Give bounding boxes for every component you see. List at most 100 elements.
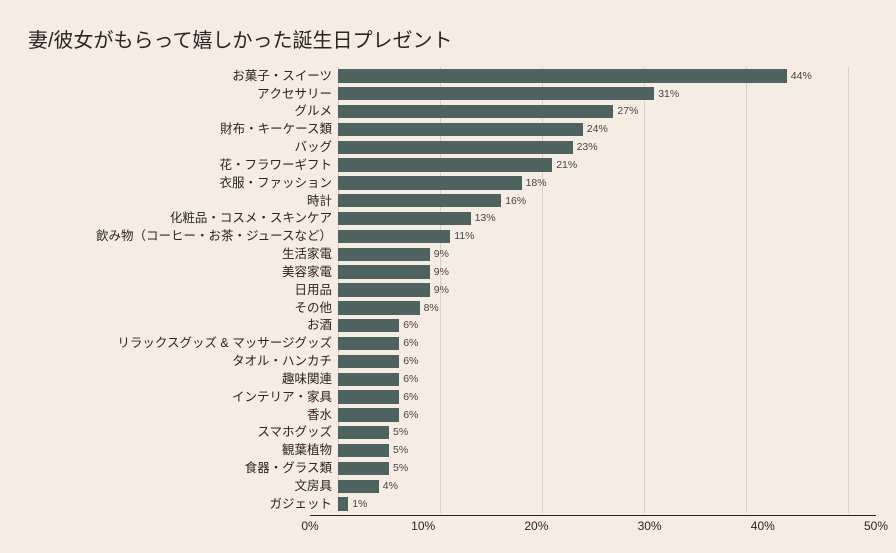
bar-category-label: 飲み物（コーヒー・お茶・ジュースなど） [96, 230, 338, 243]
bar [338, 123, 583, 136]
bar-category-label: 趣味関連 [282, 373, 338, 386]
x-axis-tick-label: 0% [301, 519, 318, 533]
bar-row: バッグ23% [338, 141, 848, 154]
bar-value-label: 5% [389, 463, 408, 474]
bar-value-label: 44% [787, 71, 812, 82]
bar-category-label: お酒 [307, 319, 338, 332]
bar-value-label: 9% [430, 267, 449, 278]
x-axis-line [310, 515, 876, 516]
bar [338, 462, 389, 475]
bar-category-label: 食器・グラス類 [245, 462, 338, 475]
bar-category-label: 日用品 [294, 284, 338, 297]
x-axis-tick-label: 50% [864, 519, 888, 533]
bar-category-label: タオル・ハンカチ [232, 355, 338, 368]
bar-category-label: ガジェット [269, 498, 338, 511]
bar-category-label: 衣服・ファッション [219, 177, 338, 190]
bar-row: 文房具4% [338, 480, 848, 493]
bar-value-label: 27% [613, 106, 638, 117]
bar-value-label: 23% [573, 142, 598, 153]
bar [338, 355, 399, 368]
bar [338, 497, 348, 510]
x-axis-tick-label: 20% [524, 519, 548, 533]
bar-value-label: 6% [399, 338, 418, 349]
bar [338, 158, 552, 171]
bar [338, 265, 430, 278]
bar [338, 444, 389, 457]
plot-area: お菓子・スイーツ44%アクセサリー31%グルメ27%財布・キーケース類24%バッ… [338, 67, 848, 513]
bar [338, 69, 787, 82]
bar-row: 衣服・ファッション18% [338, 176, 848, 189]
bar-row: 観葉植物5% [338, 444, 848, 457]
bar [338, 283, 430, 296]
bar-row: グルメ27% [338, 105, 848, 118]
bar-row: 生活家電9% [338, 248, 848, 261]
bar-row: 香水6% [338, 408, 848, 421]
bar-value-label: 6% [399, 374, 418, 385]
bar-category-label: 財布・キーケース類 [220, 123, 338, 136]
bars-group: お菓子・スイーツ44%アクセサリー31%グルメ27%財布・キーケース類24%バッ… [338, 67, 848, 513]
bar-row: お酒6% [338, 319, 848, 332]
bar-value-label: 9% [430, 249, 449, 260]
bar-category-label: スマホグッズ [257, 426, 338, 439]
bar-value-label: 16% [501, 196, 526, 207]
bar-row: お菓子・スイーツ44% [338, 69, 848, 82]
bar-category-label: 時計 [307, 195, 338, 208]
bar [338, 480, 379, 493]
bar-row: 化粧品・コスメ・スキンケア13% [338, 212, 848, 225]
bar [338, 194, 501, 207]
bar-value-label: 6% [399, 320, 418, 331]
bar-category-label: 観葉植物 [282, 444, 338, 457]
bar-row: 飲み物（コーヒー・お茶・ジュースなど）11% [338, 230, 848, 243]
bar-value-label: 11% [450, 231, 474, 242]
bar-value-label: 9% [430, 285, 449, 296]
bar-category-label: バッグ [294, 141, 338, 154]
bar-row: 食器・グラス類5% [338, 462, 848, 475]
bar-row: その他8% [338, 301, 848, 314]
bar [338, 337, 399, 350]
bar-category-label: 花・フラワーギフト [219, 159, 338, 172]
x-axis-tick-label: 30% [638, 519, 662, 533]
bar [338, 408, 399, 421]
bar-value-label: 6% [399, 410, 418, 421]
bar-category-label: 香水 [307, 409, 338, 422]
bar-value-label: 1% [348, 499, 367, 510]
bar-value-label: 8% [420, 303, 439, 314]
bar-value-label: 24% [583, 124, 608, 135]
x-axis-tick-label: 10% [411, 519, 435, 533]
bar [338, 141, 573, 154]
bar-value-label: 5% [389, 427, 408, 438]
bar-category-label: その他 [294, 302, 338, 315]
bar-value-label: 6% [399, 356, 418, 367]
bar-category-label: 生活家電 [282, 248, 338, 261]
bar [338, 212, 471, 225]
bar-row: 日用品9% [338, 283, 848, 296]
x-axis: 0%10%20%30%40%50% [310, 515, 876, 535]
bar [338, 248, 430, 261]
bar-category-label: グルメ [294, 105, 338, 118]
bar [338, 105, 613, 118]
bar [338, 87, 654, 100]
bar-row: リラックスグッズ & マッサージグッズ6% [338, 337, 848, 350]
bar-category-label: アクセサリー [257, 88, 338, 101]
bar-row: 趣味関連6% [338, 373, 848, 386]
bar-category-label: 化粧品・コスメ・スキンケア [170, 212, 338, 225]
bar [338, 319, 399, 332]
bar-row: インテリア・家具6% [338, 390, 848, 403]
bar-row: 美容家電9% [338, 265, 848, 278]
bar-category-label: リラックスグッズ & マッサージグッズ [117, 337, 338, 350]
bar [338, 301, 420, 314]
bar-value-label: 13% [471, 213, 496, 224]
bar-row: スマホグッズ5% [338, 426, 848, 439]
bar-row: ガジェット1% [338, 497, 848, 510]
bar-value-label: 5% [389, 445, 408, 456]
chart-title: 妻/彼女がもらって嬉しかった誕生日プレゼント [28, 24, 868, 53]
bar [338, 390, 399, 403]
gridline [848, 67, 849, 513]
bar-row: 時計16% [338, 194, 848, 207]
bar [338, 176, 522, 189]
bar [338, 426, 389, 439]
bar [338, 230, 450, 243]
bar-value-label: 6% [399, 392, 418, 403]
bar-row: タオル・ハンカチ6% [338, 355, 848, 368]
bar [338, 373, 399, 386]
